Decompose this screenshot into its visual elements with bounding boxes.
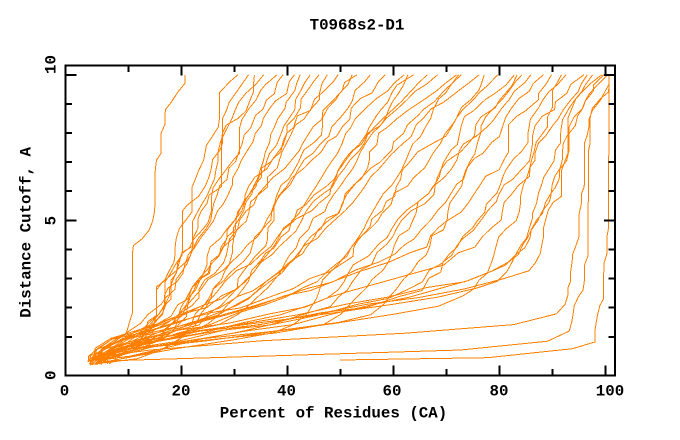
svg-text:40: 40 — [277, 383, 296, 401]
svg-text:0: 0 — [60, 383, 69, 401]
svg-text:60: 60 — [383, 383, 402, 401]
svg-text:Distance Cutoff, A: Distance Cutoff, A — [18, 147, 36, 318]
svg-text:0: 0 — [43, 371, 61, 380]
svg-text:20: 20 — [172, 383, 191, 401]
svg-text:5: 5 — [43, 216, 61, 225]
svg-text:T0968s2-D1: T0968s2-D1 — [310, 16, 405, 34]
svg-text:10: 10 — [43, 55, 61, 74]
svg-text:100: 100 — [596, 383, 624, 401]
svg-text:80: 80 — [490, 383, 509, 401]
svg-text:Percent of Residues (CA): Percent of Residues (CA) — [220, 404, 448, 422]
